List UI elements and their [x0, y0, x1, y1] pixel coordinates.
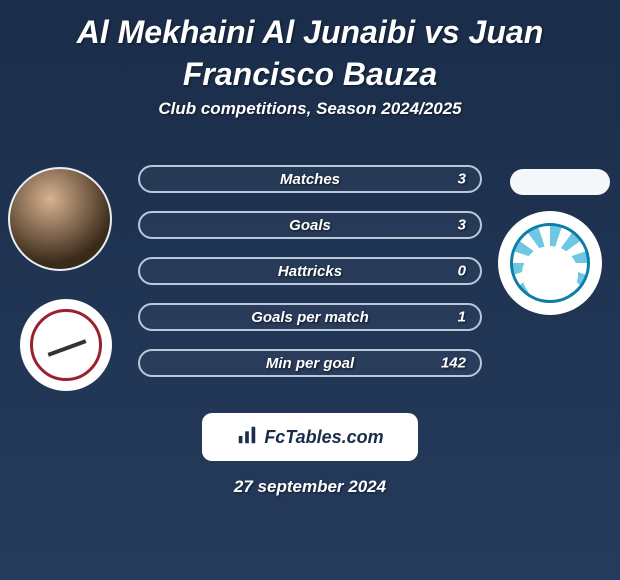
branding-link[interactable]: FcTables.com	[202, 413, 418, 461]
club-pill-icon	[510, 169, 610, 195]
stat-label: Hattricks	[278, 263, 342, 280]
stat-value: 1	[458, 309, 466, 326]
stat-value: 3	[458, 171, 466, 188]
stat-row-hattricks: Hattricks 0	[138, 257, 482, 285]
date-label: 27 september 2024	[0, 477, 620, 497]
player-avatar-icon	[8, 167, 112, 271]
stat-label: Goals	[289, 217, 331, 234]
bar-chart-icon	[236, 424, 258, 451]
branding-text: FcTables.com	[264, 427, 383, 448]
stat-label: Matches	[280, 171, 340, 188]
stat-row-min-per-goal: Min per goal 142	[138, 349, 482, 377]
stat-label: Goals per match	[251, 309, 369, 326]
stat-label: Min per goal	[266, 355, 354, 372]
stats-list: Matches 3 Goals 3 Hattricks 0 Goals per …	[138, 165, 482, 395]
stat-value: 0	[458, 263, 466, 280]
page-title: Al Mekhaini Al Junaibi vs Juan Francisco…	[0, 0, 620, 99]
stat-row-goals: Goals 3	[138, 211, 482, 239]
comparison-panel: Matches 3 Goals 3 Hattricks 0 Goals per …	[0, 147, 620, 407]
stat-value: 3	[458, 217, 466, 234]
stat-row-goals-per-match: Goals per match 1	[138, 303, 482, 331]
club-emblem-left-icon	[20, 299, 112, 391]
stat-value: 142	[441, 355, 466, 372]
club-emblem-right-icon	[498, 211, 602, 315]
page-subtitle: Club competitions, Season 2024/2025	[0, 99, 620, 119]
stat-row-matches: Matches 3	[138, 165, 482, 193]
